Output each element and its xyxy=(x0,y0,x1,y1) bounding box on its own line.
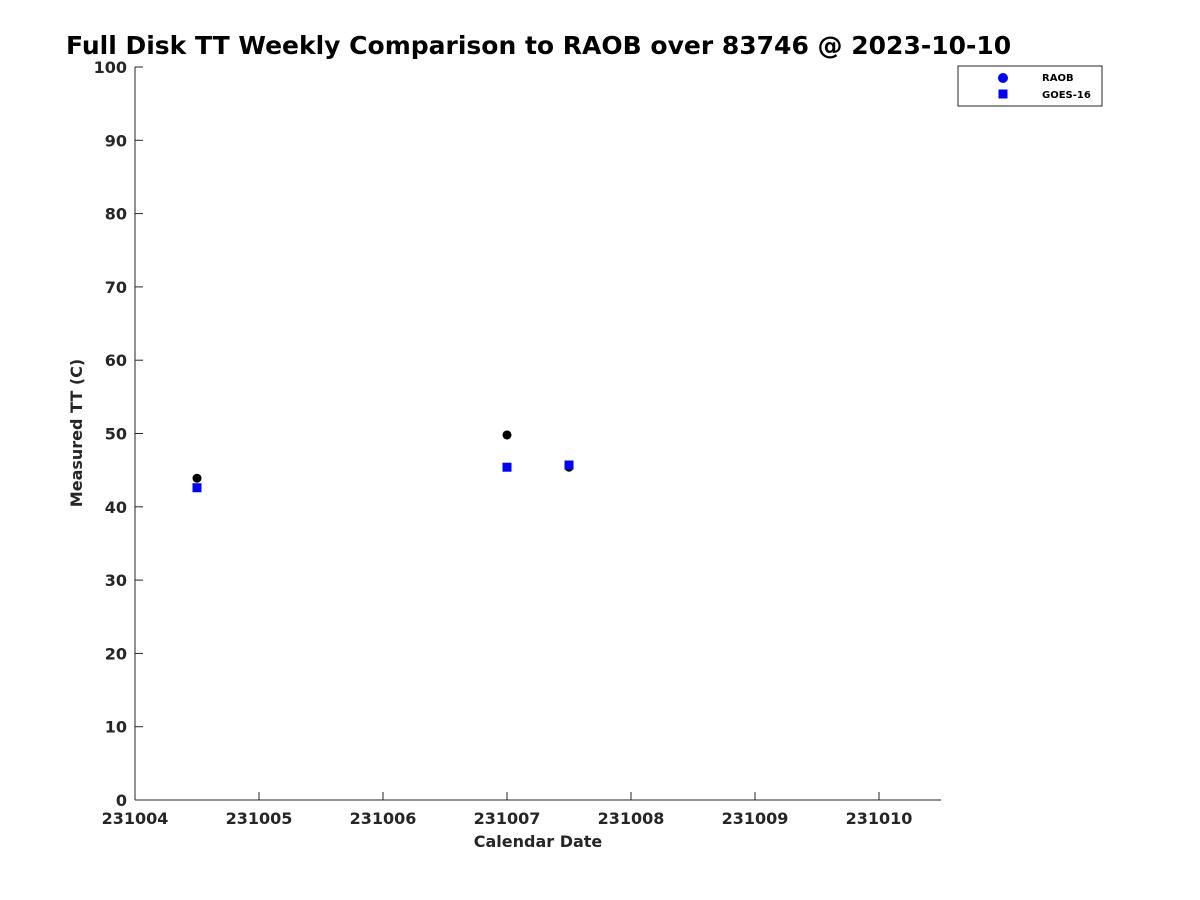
x-tick-label: 231009 xyxy=(722,809,789,828)
point-goes16 xyxy=(502,462,512,472)
y-axis-label: Measured TT (C) xyxy=(67,359,86,507)
y-tick-label: 70 xyxy=(105,278,127,297)
y-tick-label: 80 xyxy=(105,205,127,224)
x-axis-label: Calendar Date xyxy=(474,832,603,851)
legend-box xyxy=(957,65,1103,107)
x-tick-label: 231007 xyxy=(474,809,541,828)
legend-marker-raob xyxy=(998,73,1008,83)
y-tick-label: 10 xyxy=(105,718,127,737)
y-tick-label: 90 xyxy=(105,131,127,150)
y-axis-ticks: 0 10 20 30 40 50 60 70 80 90 100 xyxy=(94,58,143,810)
y-tick-label: 20 xyxy=(105,644,127,663)
legend-label-raob: RAOB xyxy=(1042,73,1074,84)
x-tick-label: 231008 xyxy=(598,809,665,828)
axes xyxy=(134,67,941,801)
legend-label-goes16: GOES-16 xyxy=(1042,90,1091,101)
x-tick-label: 231004 xyxy=(102,809,169,828)
chart-title: Full Disk TT Weekly Comparison to RAOB o… xyxy=(66,31,1011,60)
point-raob xyxy=(192,473,202,483)
y-tick-label: 50 xyxy=(105,425,127,444)
point-raob xyxy=(502,430,512,440)
legend-marker-goes16 xyxy=(998,89,1008,99)
x-tick-label: 231005 xyxy=(226,809,293,828)
y-tick-label: 40 xyxy=(105,498,127,517)
y-tick-label: 0 xyxy=(116,791,127,810)
x-tick-label: 231006 xyxy=(350,809,417,828)
point-goes16 xyxy=(192,483,202,493)
legend: RAOB GOES-16 xyxy=(957,65,1103,107)
point-goes16 xyxy=(564,460,574,470)
x-tick-label: 231010 xyxy=(846,809,913,828)
data-points xyxy=(192,430,574,493)
y-tick-label: 30 xyxy=(105,571,127,590)
x-axis-ticks: 231004 231005 231006 231007 231008 231009 2310… xyxy=(102,792,913,828)
y-tick-label: 100 xyxy=(94,58,127,77)
y-tick-label: 60 xyxy=(105,351,127,370)
